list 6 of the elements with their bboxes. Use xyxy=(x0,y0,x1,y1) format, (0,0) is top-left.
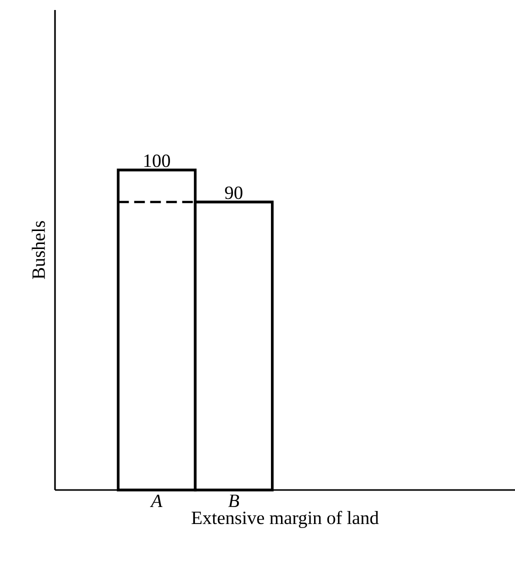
x-axis-title: Extensive margin of land xyxy=(192,510,379,528)
x-tick-label: B xyxy=(228,494,240,507)
data-label: 90 xyxy=(225,186,242,200)
y-axis-title: Bushels xyxy=(32,221,45,280)
x-tick-label: A xyxy=(150,494,162,508)
data-label: 100 xyxy=(144,154,170,168)
